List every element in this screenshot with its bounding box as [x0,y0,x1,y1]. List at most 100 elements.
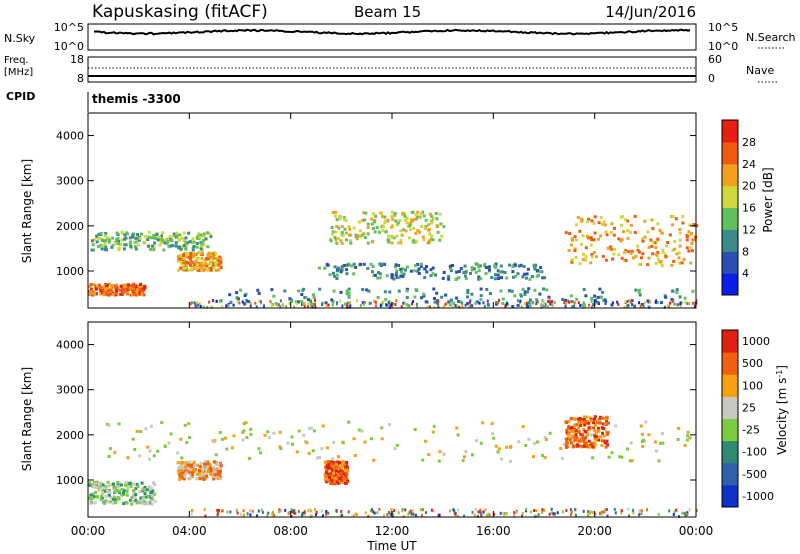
data-cell [385,274,389,278]
data-cell [136,485,140,488]
data-cell [573,424,577,428]
data-cell [344,468,348,472]
x-axis-label: Time UT [366,539,417,553]
data-cell [339,290,343,294]
data-cell [180,261,184,264]
colorbar-tick-label: 100 [742,379,763,392]
data-cell [390,225,394,229]
data-cell [590,299,593,303]
data-cell [187,470,191,474]
data-cell [393,447,397,451]
data-cell [341,478,345,482]
data-cell [633,304,637,308]
data-cell [574,508,576,512]
data-cell [345,477,349,481]
data-cell [92,480,96,484]
data-cell [156,449,160,453]
data-cell [413,428,417,431]
data-cell [459,300,463,304]
data-cell [184,240,188,244]
data-cell [117,246,121,250]
data-cell [286,441,290,445]
data-cell [147,244,151,248]
colorbar-segment [722,185,738,208]
data-cell [553,512,556,516]
data-cell [218,431,222,434]
data-cell [631,303,634,307]
data-cell [342,461,346,465]
data-cell [150,502,154,506]
data-cell [148,488,152,492]
data-cell [103,242,107,245]
data-cell [428,232,432,236]
data-cell [107,484,111,488]
data-cell [325,471,329,475]
data-cell [480,513,483,517]
data-cell [143,500,147,504]
data-cell [139,496,143,500]
data-cell [390,275,394,279]
data-cell [201,234,205,238]
data-cell [657,459,661,463]
data-cell [174,241,178,245]
data-cell [138,237,142,240]
data-cell [99,289,103,293]
data-cell [685,246,689,250]
data-cell [584,430,588,434]
data-cell [417,267,421,271]
data-cell [334,465,338,469]
data-cell [539,266,543,270]
data-cell [102,285,106,289]
data-cell [575,508,578,512]
data-cell [337,236,340,240]
data-cell [663,252,667,256]
data-cell [176,259,180,263]
data-cell [200,266,204,270]
data-cell [321,301,324,305]
data-cell [249,432,253,436]
data-cell [212,465,215,469]
data-cell [620,455,624,459]
data-cell [199,261,203,265]
data-cell [183,475,187,478]
power-colorbar-label: Power [dB] [761,167,775,232]
data-cell [528,304,532,308]
data-cell [229,300,233,304]
data-cell [107,293,111,297]
data-cell [191,474,195,478]
data-cell [214,263,218,267]
data-cell [647,256,651,260]
data-cell [675,288,679,292]
data-cell [487,268,491,272]
data-cell [537,513,540,517]
data-cell [587,439,591,443]
data-cell [149,499,153,503]
data-cell [394,273,398,277]
data-cell [581,303,585,307]
data-cell [606,443,610,447]
data-cell [565,302,567,306]
data-cell [119,284,123,288]
data-cell [661,248,665,252]
data-cell [108,447,112,451]
data-cell [495,301,498,305]
data-cell [102,239,106,243]
data-cell [612,233,616,237]
data-cell [324,301,328,305]
data-cell [498,270,502,274]
data-cell [308,427,312,430]
data-cell [416,305,419,309]
data-cell [348,263,352,267]
data-cell [214,251,218,255]
data-cell [487,265,491,269]
data-cell [102,486,106,490]
data-cell [208,232,212,236]
data-cell [464,450,468,454]
data-cell [415,240,418,244]
data-cell [387,300,390,304]
data-cell [634,288,638,292]
data-cell [570,260,574,264]
data-cell [638,293,642,297]
data-cell [131,482,135,486]
